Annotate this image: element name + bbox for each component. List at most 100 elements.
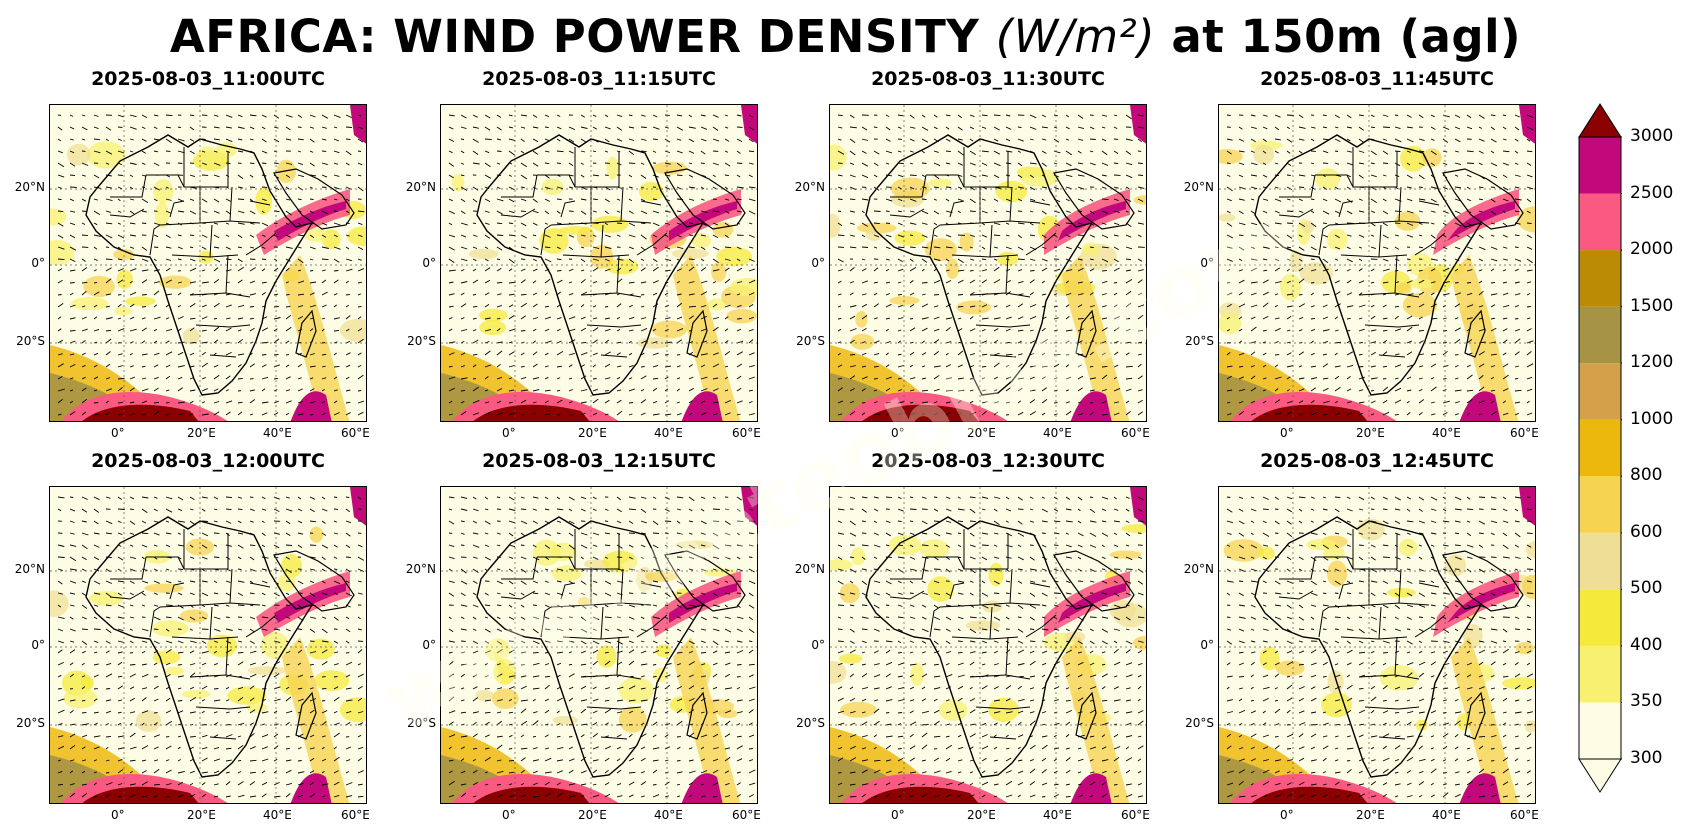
wind-patch [339, 697, 366, 723]
wind-patch [309, 526, 324, 543]
title-main: AFRICA: WIND POWER DENSITY [169, 10, 980, 63]
southern-storm-east [290, 391, 332, 421]
lon-tick-label: 0° [891, 426, 905, 440]
country-borders [500, 529, 668, 740]
north-east-storm [1519, 487, 1535, 526]
wind-patch [938, 699, 968, 721]
southern-storm-east [681, 773, 723, 803]
map-panel: 0° 20°E 40°E 60°E 20°N 0° 20°S [1184, 486, 1539, 822]
wind-patch [1386, 587, 1416, 598]
wind-patch [154, 201, 169, 229]
wind-patch [850, 547, 866, 566]
lon-tick-label: 20°E [578, 426, 607, 440]
colorbar-tick-label: 300 [1630, 748, 1663, 768]
madagascar-coastline [686, 691, 708, 740]
colorbar [1578, 103, 1622, 793]
lon-tick-label: 60°E [341, 426, 370, 440]
southern-storm-east [1070, 391, 1112, 421]
wind-patch [206, 634, 238, 658]
wind-patch [304, 228, 329, 242]
title-suffix: at 150m (agl) [1171, 10, 1522, 63]
wind-patch [1326, 560, 1348, 587]
wind-patch [1502, 677, 1535, 690]
wind-map [1219, 105, 1535, 421]
lat-tick-label: 0° [811, 638, 825, 652]
lon-tick-label: 60°E [732, 426, 761, 440]
wind-patch [716, 246, 753, 267]
title-unit: (W/m²) [995, 10, 1156, 63]
wind-patch [66, 143, 91, 166]
wind-vectors [57, 114, 365, 416]
map-frame [440, 486, 758, 804]
wind-patch [539, 227, 569, 254]
colorbar-extend-min [1578, 758, 1622, 793]
colorbar-segment [1579, 532, 1621, 590]
wind-patch [1315, 168, 1341, 190]
wind-map [50, 487, 366, 803]
wind-patch [1306, 539, 1338, 551]
panel-title: 2025-08-03_11:30UTC [871, 68, 1105, 90]
wind-patch [114, 306, 132, 316]
wind-patch [86, 141, 126, 169]
somali-jet-core [669, 201, 737, 241]
wind-map [50, 105, 366, 421]
colorbar-tick-label: 600 [1630, 521, 1663, 542]
lat-tick-label: 20°N [794, 562, 825, 576]
madagascar-coastline [1075, 691, 1097, 740]
africa-coastline [1254, 516, 1483, 778]
colorbar-segment [1579, 702, 1621, 759]
lat-tick-label: 0° [422, 638, 436, 652]
madagascar-coastline [686, 309, 708, 358]
map-panel: 0° 20°E 40°E 60°E 20°N 0° 20°S [1184, 104, 1539, 440]
southern-storm-core [82, 786, 199, 803]
africa-coastline [476, 134, 705, 396]
somali-jet-core [669, 583, 737, 623]
wind-patch [1444, 554, 1467, 577]
north-east-storm [350, 105, 366, 144]
wind-patch [651, 320, 688, 339]
north-east-storm [741, 487, 757, 526]
east-ocean-band [1451, 255, 1519, 421]
map-panel: 0° 20°E 40°E 60°E 20°N 0° 20°S [15, 104, 370, 440]
wind-patch [116, 269, 133, 289]
wind-patch [153, 650, 181, 665]
wind-patch [485, 638, 510, 663]
wind-patch [890, 177, 930, 200]
wind-patch [1132, 636, 1146, 650]
wind-patch [606, 156, 619, 180]
wind-patch [839, 583, 860, 604]
wind-patch [1302, 220, 1315, 234]
arabia-coastline [1442, 550, 1524, 612]
colorbar-tick-label: 1500 [1630, 295, 1674, 316]
somali-jet-core [1058, 201, 1126, 241]
colorbar-tick-label: 1000 [1630, 408, 1674, 429]
lon-tick-label: 0° [891, 808, 905, 822]
madagascar-coastline [1075, 309, 1097, 358]
wind-patch [215, 142, 237, 158]
colorbar-tick-label: 2000 [1630, 239, 1674, 260]
wind-vectors [837, 496, 1145, 798]
colorbar-segment [1579, 306, 1621, 364]
wind-patch [1515, 641, 1535, 655]
wind-patch [255, 187, 273, 216]
wind-patch [227, 686, 267, 705]
wind-patch [1326, 228, 1348, 251]
wind-patch [1259, 646, 1280, 671]
panel-title: 2025-08-03_11:15UTC [482, 68, 716, 90]
map-frame [440, 104, 758, 422]
wind-patch [830, 661, 847, 684]
map-panel: 0° 20°E 40°E 60°E 20°N 0° 20°S [15, 486, 370, 822]
lon-tick-label: 60°E [732, 808, 761, 822]
wind-patch [928, 178, 952, 188]
lon-tick-label: 40°E [1432, 426, 1461, 440]
wind-map [441, 105, 757, 421]
wind-patch [910, 662, 924, 686]
map-panel: 0° 20°E 40°E 60°E 20°N 0° 20°S [795, 104, 1150, 440]
wind-patch [1402, 292, 1438, 318]
southern-storm-east [1459, 391, 1501, 421]
wind-patch [558, 226, 593, 235]
wind-patch [63, 687, 98, 709]
east-ocean-band [282, 255, 350, 421]
map-frame [1218, 486, 1536, 804]
wind-patch [532, 539, 561, 566]
